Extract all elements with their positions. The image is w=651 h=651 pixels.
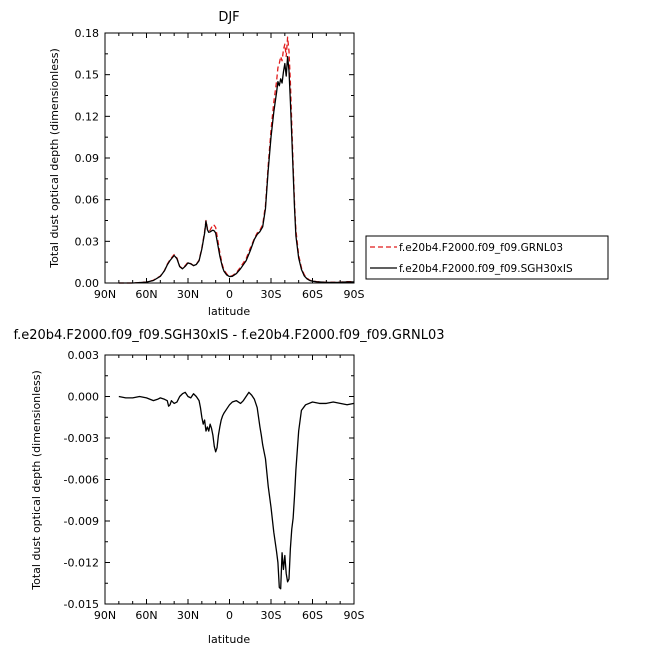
legend-label-grnl03: f.e20b4.F2000.f09_f09.GRNL03 xyxy=(399,242,563,254)
bottom-y-tick-label: -0.006 xyxy=(64,474,99,487)
legend-label-sgh30xis: f.e20b4.F2000.f09_f09.SGH30xIS xyxy=(399,263,573,275)
bottom-x-tick-label: 30N xyxy=(177,609,199,622)
top-y-tick-label: 0.09 xyxy=(75,152,100,165)
bottom-x-tick-label: 60N xyxy=(135,609,157,622)
bottom-y-tick-label: -0.009 xyxy=(64,515,99,528)
bottom-x-tick-label: 90N xyxy=(94,609,116,622)
bottom-y-tick-label: -0.003 xyxy=(64,432,99,445)
top-y-axis-label: Total dust optical depth (dimensionless) xyxy=(48,48,61,268)
top-y-tick-label: 0.18 xyxy=(75,27,100,40)
bottom-y-tick-label: 0.000 xyxy=(68,391,100,404)
legend-box xyxy=(365,235,609,280)
bottom-axis-ticks: 90N 60N 30N 0 30S 60S 90S -0.015 -0.012 -0.009 -0.… xyxy=(64,349,365,622)
top-x-tick-label: 90S xyxy=(344,288,365,301)
top-y-tick-label: 0.03 xyxy=(75,235,100,248)
top-y-tick-label: 0.00 xyxy=(75,277,100,290)
top-axis-ticks: 90N 60N 30N 0 30S 60S 90S 0.00 0.03 0.06 0.09 0.12 0… xyxy=(75,27,365,301)
bottom-y-tick-label: -0.015 xyxy=(64,598,99,611)
bottom-y-tick-label: -0.012 xyxy=(64,557,99,570)
top-plot-frame xyxy=(104,32,355,284)
bottom-plot-frame xyxy=(104,354,355,605)
legend: f.e20b4.F2000.f09_f09.GRNL03 f.e20b4.F20… xyxy=(365,235,609,280)
top-x-tick-label: 0 xyxy=(226,288,233,301)
bottom-y-tick-label: 0.003 xyxy=(68,349,100,362)
bottom-chart-title: f.e20b4.F2000.f09_f09.SGH30xIS - f.e20b4… xyxy=(13,328,444,343)
top-x-tick-label: 30N xyxy=(177,288,199,301)
top-x-tick-label: 60N xyxy=(135,288,157,301)
top-plot-area xyxy=(118,36,354,284)
top-chart-title: DJF xyxy=(218,10,239,25)
bottom-x-tick-label: 60S xyxy=(302,609,323,622)
bottom-x-tick-label: 30S xyxy=(261,609,282,622)
bottom-x-axis-label: latitude xyxy=(208,633,250,646)
bottom-plot-area xyxy=(118,391,355,590)
top-series-line-0 xyxy=(118,36,354,284)
bottom-y-axis-label: Total dust optical depth (dimensionless) xyxy=(30,370,43,590)
top-series-line-1 xyxy=(118,55,354,284)
bottom-x-tick-label: 0 xyxy=(226,609,233,622)
top-x-tick-label: 90N xyxy=(94,288,116,301)
bottom-panel: f.e20b4.F2000.f09_f09.SGH30xIS - f.e20b4… xyxy=(13,328,444,646)
bottom-x-tick-label: 90S xyxy=(344,609,365,622)
top-panel: DJF latitude Total dust optical depth (d… xyxy=(48,10,365,318)
top-x-axis-label: latitude xyxy=(208,305,250,318)
bottom-series-line-0 xyxy=(118,391,355,590)
top-y-tick-label: 0.12 xyxy=(75,110,100,123)
top-x-tick-label: 60S xyxy=(302,288,323,301)
top-y-tick-label: 0.15 xyxy=(75,69,100,82)
top-x-tick-label: 30S xyxy=(261,288,282,301)
top-y-tick-label: 0.06 xyxy=(75,194,100,207)
